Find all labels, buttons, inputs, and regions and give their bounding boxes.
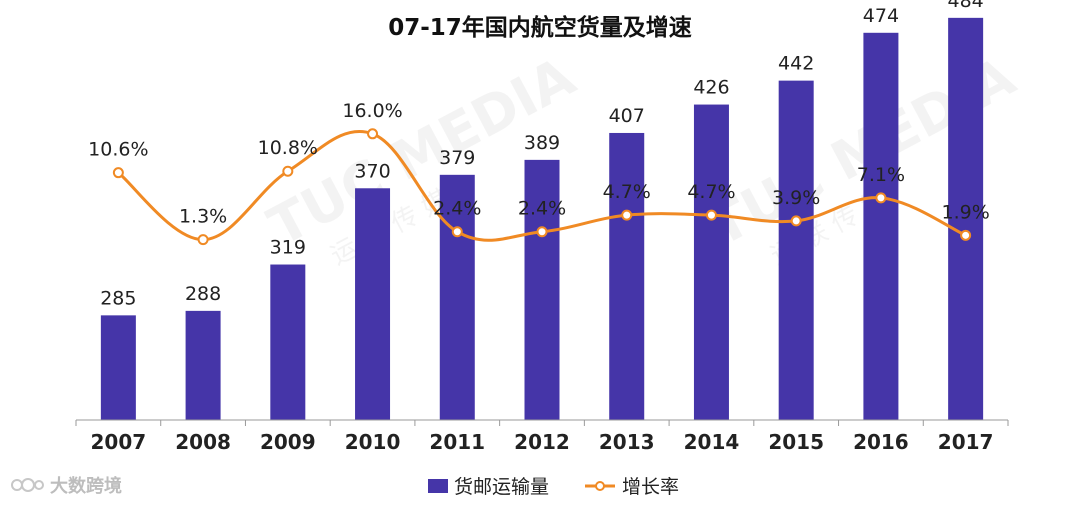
x-tick-label: 2016 xyxy=(853,430,909,454)
bar xyxy=(185,310,221,420)
legend-swatch-marker xyxy=(595,481,605,491)
x-tick-label: 2013 xyxy=(599,430,655,454)
bar xyxy=(863,32,899,421)
bar-value-label: 319 xyxy=(270,237,306,259)
x-tick-label: 2011 xyxy=(429,430,485,454)
x-tick-label: 2015 xyxy=(768,430,824,454)
bar-value-label: 474 xyxy=(863,5,899,27)
growth-value-label: 1.3% xyxy=(179,206,227,228)
legend-label-line: 增长率 xyxy=(622,476,679,498)
bar-value-label: 426 xyxy=(693,77,729,99)
growth-point xyxy=(621,209,633,221)
bar-value-label: 288 xyxy=(185,283,221,305)
x-tick-label: 2014 xyxy=(684,430,740,454)
brand-name: 大数跨境 xyxy=(50,476,122,497)
x-tick-label: 2012 xyxy=(514,430,570,454)
bar xyxy=(693,104,729,421)
growth-point xyxy=(112,167,124,179)
bar xyxy=(524,159,560,420)
growth-point xyxy=(367,128,379,140)
growth-value-label: 2.4% xyxy=(433,198,481,220)
growth-point xyxy=(451,226,463,238)
x-tick-label: 2008 xyxy=(175,430,231,454)
growth-value-label: 7.1% xyxy=(857,164,905,186)
legend: 货邮运输量 增长率 xyxy=(428,476,679,498)
bar xyxy=(355,188,391,420)
brand-logo-icon xyxy=(11,478,44,492)
growth-value-label: 4.7% xyxy=(687,181,735,203)
bar-value-label: 407 xyxy=(609,105,645,127)
growth-value-label: 10.8% xyxy=(258,137,318,159)
growth-value-label: 1.9% xyxy=(941,201,989,223)
growth-point xyxy=(705,209,717,221)
bar xyxy=(439,174,475,420)
bar-value-label: 442 xyxy=(778,53,814,75)
bar xyxy=(270,264,306,420)
growth-point xyxy=(790,215,802,227)
chart-title: 07-17年国内航空货量及增速 xyxy=(388,15,692,41)
growth-point xyxy=(536,226,548,238)
legend-swatch-bar xyxy=(428,479,448,493)
bar-value-label: 389 xyxy=(524,132,560,154)
growth-value-label: 4.7% xyxy=(603,181,651,203)
bar xyxy=(778,80,814,420)
bar-value-label: 379 xyxy=(439,147,475,169)
bar xyxy=(100,315,136,420)
growth-point xyxy=(282,165,294,177)
bar-value-label: 370 xyxy=(354,160,390,182)
growth-value-label: 10.6% xyxy=(88,139,148,161)
corner-brand-watermark: 大数跨境 xyxy=(10,471,122,499)
bar-value-label: 484 xyxy=(948,0,984,12)
x-tick-label: 2007 xyxy=(91,430,147,454)
growth-value-label: 3.9% xyxy=(772,187,820,209)
bar xyxy=(948,17,984,420)
bar xyxy=(609,132,645,420)
x-tick-label: 2017 xyxy=(938,430,994,454)
growth-value-label: 2.4% xyxy=(518,198,566,220)
bars-layer: 285 288 319 370 379 389 407 426 442 474 484 xyxy=(100,0,984,421)
growth-line xyxy=(117,130,967,242)
growth-point xyxy=(197,234,209,246)
bar-value-label: 285 xyxy=(100,287,136,309)
growth-value-label: 16.0% xyxy=(342,100,402,122)
x-tick-label: 2010 xyxy=(345,430,401,454)
legend-label-bar: 货邮运输量 xyxy=(454,476,549,498)
x-axis: 2007 2008 2009 2010 2011 2012 2013 2014 2015 2016… xyxy=(75,419,1009,454)
growth-point xyxy=(960,229,972,241)
growth-point xyxy=(875,192,887,204)
x-tick-label: 2009 xyxy=(260,430,316,454)
growth-line-layer: 10.6% 1.3% 10.8% 16.0% 2.4% 2.4% 4.7% 4.7% 3.9% 7… xyxy=(88,100,990,246)
